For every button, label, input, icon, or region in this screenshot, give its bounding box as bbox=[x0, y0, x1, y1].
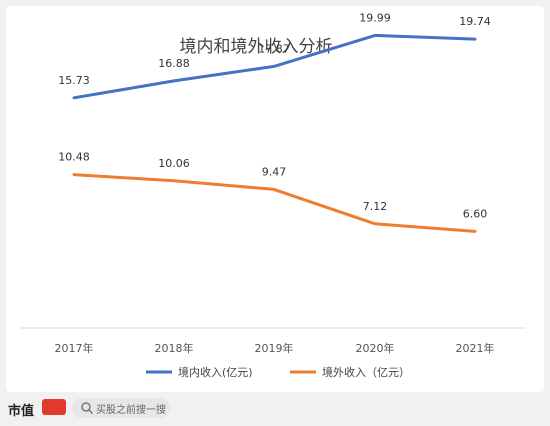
data-label: 17.87 bbox=[258, 42, 290, 55]
data-label: 19.99 bbox=[359, 11, 391, 24]
footer-bar: 市值 买股之前搜一搜 bbox=[0, 394, 550, 426]
series-line-1 bbox=[72, 33, 477, 100]
legend-label: 境内收入(亿元) bbox=[178, 365, 253, 379]
search-placeholder: 买股之前搜一搜 bbox=[96, 405, 166, 416]
legend: 境内收入(亿元) 境外收入（亿元） bbox=[146, 365, 410, 379]
data-labels: 15.73 16.88 17.87 19.99 19.74 10.48 10.06 9.47 7… bbox=[58, 11, 491, 220]
x-tick-label: 2018年 bbox=[155, 341, 194, 355]
legend-label: 境外收入（亿元） bbox=[322, 365, 410, 379]
x-tick-label: 2020年 bbox=[356, 341, 395, 355]
line-chart: 境内和境外收入分析 2017年 2018年 2019年 2020年 2021年 15.7… bbox=[20, 11, 526, 379]
x-tick-label: 2017年 bbox=[55, 341, 94, 355]
data-label: 9.47 bbox=[262, 165, 287, 178]
data-label: 10.06 bbox=[158, 157, 190, 170]
series-line-2 bbox=[72, 173, 477, 233]
chart-card: 境内和境外收入分析 2017年 2018年 2019年 2020年 2021年 15.7… bbox=[6, 6, 544, 392]
data-label: 16.88 bbox=[158, 57, 190, 70]
x-tick-labels: 2017年 2018年 2019年 2020年 2021年 bbox=[55, 341, 495, 355]
series-lines bbox=[72, 33, 477, 233]
search-box[interactable] bbox=[72, 398, 170, 418]
data-label: 15.73 bbox=[58, 74, 90, 87]
data-label: 19.74 bbox=[459, 15, 491, 28]
data-label: 6.60 bbox=[463, 207, 488, 220]
data-label: 7.12 bbox=[363, 200, 388, 213]
search-icon bbox=[81, 402, 94, 415]
data-label: 10.48 bbox=[58, 151, 90, 164]
brand-logo-text: 市值 bbox=[8, 404, 35, 419]
x-tick-label: 2019年 bbox=[255, 341, 294, 355]
chart-title: 境内和境外收入分析 bbox=[180, 37, 333, 57]
x-tick-label: 2021年 bbox=[456, 341, 495, 355]
brand-logo-mark bbox=[42, 399, 66, 415]
